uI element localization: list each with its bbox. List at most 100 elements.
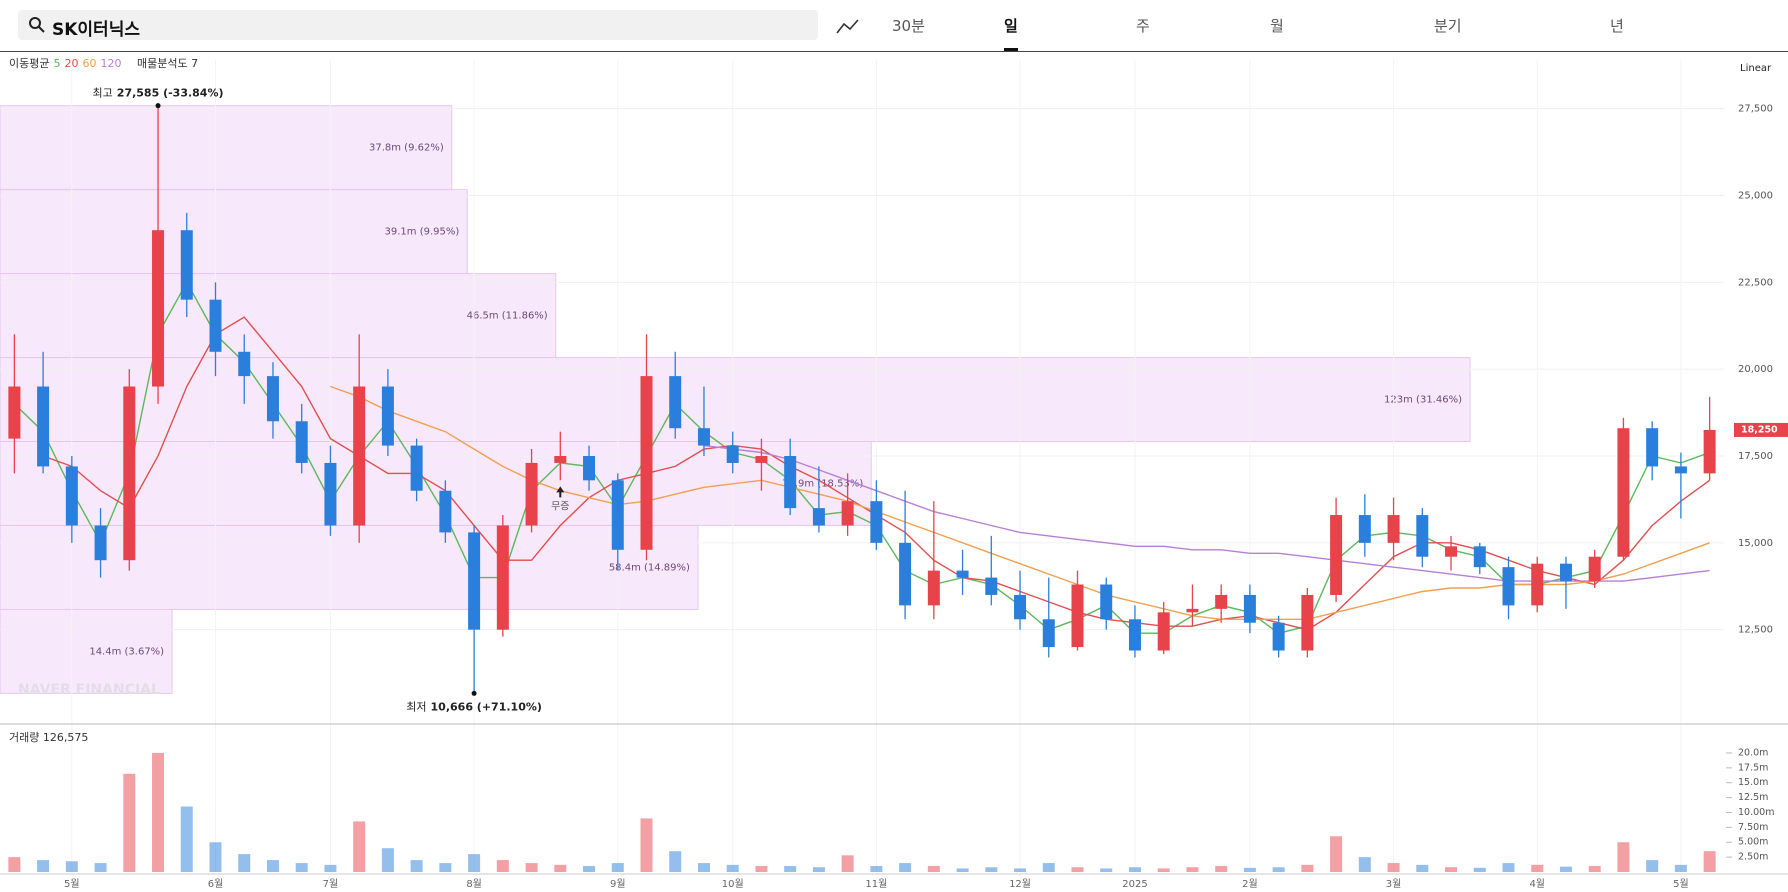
low-annotation: 최저 10,666 (+71.10%) xyxy=(406,700,542,713)
volume-bar xyxy=(324,864,337,872)
y-tick-label: 17,500 xyxy=(1738,451,1773,462)
y2-tick-label: 17.5m xyxy=(1738,762,1768,773)
candle-body xyxy=(1243,594,1256,623)
y2-tick-label: 2.50m xyxy=(1738,852,1768,863)
x-tick-label: 12월 xyxy=(1009,878,1031,890)
volume-bar xyxy=(985,867,998,872)
volume-profile-label: 72.9m (18.53%) xyxy=(782,478,863,489)
volume-bar xyxy=(238,854,251,872)
low-marker xyxy=(471,690,477,696)
candle-body xyxy=(899,542,912,606)
x-tick-label: 5월 xyxy=(1673,878,1689,890)
y-tick-label: 15,000 xyxy=(1738,538,1773,549)
period-tab[interactable]: 30분 xyxy=(892,17,925,35)
volume-bar xyxy=(956,868,969,872)
x-tick-label: 8월 xyxy=(466,878,482,890)
volume-bar xyxy=(410,860,423,872)
candle-body xyxy=(1014,594,1027,620)
candle-body xyxy=(1157,612,1170,651)
volume-bar xyxy=(1387,863,1400,872)
candle-body xyxy=(468,532,481,630)
candle-body xyxy=(870,501,883,543)
candle-body xyxy=(94,525,107,561)
volume-bar xyxy=(755,866,768,872)
volume-bar xyxy=(784,866,797,872)
volume-bar xyxy=(266,860,279,872)
volume-bar xyxy=(353,821,366,872)
volume-bar xyxy=(1588,866,1601,872)
candle-body xyxy=(1215,594,1228,609)
volume-bar xyxy=(812,867,825,872)
candle-body xyxy=(65,466,78,526)
candle-body xyxy=(583,456,596,481)
x-tick-label: 7월 xyxy=(323,878,339,890)
volume-bar xyxy=(1157,868,1170,872)
volume-bar xyxy=(1416,864,1429,872)
period-tab[interactable]: 일 xyxy=(1004,15,1018,51)
candle-body xyxy=(697,428,710,446)
volume-bar xyxy=(8,857,21,872)
period-tab[interactable]: 년 xyxy=(1610,17,1624,35)
y-tick-label: 22,500 xyxy=(1738,277,1773,288)
search-box[interactable]: SK이터닉스 xyxy=(18,10,818,40)
candle-body xyxy=(956,570,969,578)
candle-body xyxy=(180,230,193,300)
y2-tick-label: 20.0m xyxy=(1738,747,1768,758)
ma-legend-item: 20 xyxy=(64,57,78,70)
y-tick-label: 20,000 xyxy=(1738,364,1773,375)
candle-body xyxy=(1416,515,1429,557)
candle-body xyxy=(123,386,136,561)
volume-bar xyxy=(37,860,50,872)
candle-body xyxy=(1445,546,1458,557)
y2-tick-label: 12.5m xyxy=(1738,792,1768,803)
period-tab[interactable]: 주 xyxy=(1136,17,1150,35)
chart: 37.8m (9.62%) 39.1m (9.95%) 46.5m (11.86%)… xyxy=(0,57,1788,890)
last-price-label: 18,250 xyxy=(1741,424,1778,435)
volume-bar xyxy=(1703,851,1716,872)
volume-bar xyxy=(1272,867,1285,872)
scale-label: Linear xyxy=(1740,63,1772,74)
high-prefix: 최고 xyxy=(93,87,113,100)
y2-tick-label: 7.50m xyxy=(1738,822,1768,833)
low-value: 10,666 (+71.10%) xyxy=(431,700,542,713)
volume-profile-bar xyxy=(0,189,468,275)
candle-body xyxy=(1502,567,1515,606)
ma-legend-item: 5 xyxy=(53,57,60,70)
volume-bar xyxy=(1559,866,1572,872)
volume-bar xyxy=(1071,867,1084,872)
event-arrow xyxy=(556,486,565,498)
candle-body xyxy=(381,386,394,446)
candle-body xyxy=(525,462,538,526)
volume-bar xyxy=(669,851,682,872)
candle-body xyxy=(1588,556,1601,582)
y2-tick-label: 5.00m xyxy=(1738,837,1768,848)
volume-bar xyxy=(123,773,136,872)
candle-body xyxy=(439,490,452,533)
volume-bar xyxy=(1531,864,1544,872)
candle-body xyxy=(1559,563,1572,582)
volume-bar xyxy=(927,866,940,872)
volume-profile-bar xyxy=(0,608,173,694)
volume-bar xyxy=(1128,867,1141,872)
volume-bar xyxy=(1646,860,1659,872)
volume-profile-label: 14.4m (3.67%) xyxy=(89,646,164,657)
candle-body xyxy=(8,386,21,439)
period-tab[interactable]: 월 xyxy=(1270,17,1284,35)
candle-body xyxy=(1646,428,1659,467)
volume-bar xyxy=(1186,867,1199,872)
high-annotation: 최고 27,585 (-33.84%) xyxy=(93,87,224,100)
candle-body xyxy=(496,525,509,630)
volume-bar xyxy=(554,864,567,872)
period-tab[interactable]: 분기 xyxy=(1434,17,1462,35)
volume-bar xyxy=(1473,867,1486,872)
candle-body xyxy=(611,480,624,550)
volume-bar xyxy=(1617,842,1630,872)
draw-icon[interactable] xyxy=(836,16,862,36)
candle-body xyxy=(784,456,797,509)
volume-bar xyxy=(1301,864,1314,872)
high-value: 27,585 (-33.84%) xyxy=(117,87,224,100)
candle-body xyxy=(985,577,998,595)
candle-body xyxy=(841,501,854,526)
candle-body xyxy=(927,570,940,606)
volume-bar xyxy=(1215,866,1228,872)
